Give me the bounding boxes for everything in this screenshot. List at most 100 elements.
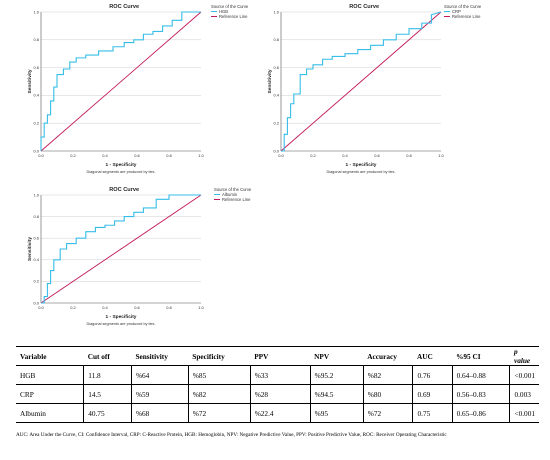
- table-cell: 0.69: [412, 384, 453, 404]
- y-tick-label: 0.8: [273, 37, 279, 42]
- y-tick-label: 0.2: [273, 121, 279, 126]
- x-tick-label: 0.4: [102, 305, 108, 310]
- table-footnote: AUC: Area Under the Curve, CI: Confidenc…: [16, 432, 447, 438]
- y-tick-label: 0.4: [273, 93, 279, 98]
- roc-curve-albumin: [41, 194, 201, 304]
- y-tick-label: 0.0: [273, 148, 279, 153]
- table-cell: Albumin: [16, 403, 85, 423]
- legend-swatch: [211, 16, 217, 17]
- y-tick-label: 0.8: [33, 37, 39, 42]
- x-tick-label: 1.0: [438, 153, 444, 158]
- table-cell: 11.8: [83, 365, 132, 385]
- legend-title: Source of the Curve: [214, 187, 252, 192]
- table-row: CRP 14.5 %59 %82 %28 %94.5 %80 0.69 0.56…: [16, 384, 539, 404]
- legend-item-reference: Reference Line: [211, 14, 248, 19]
- y-axis-label: Sensitivity: [27, 237, 33, 261]
- table-cell: <0.001: [509, 365, 539, 385]
- table-cell: %64: [131, 365, 189, 385]
- legend-title: Source of the Curve: [444, 4, 482, 9]
- chart-note: Diagonal segments are produced by ties.: [86, 322, 155, 326]
- legend-item-reference: Reference Line: [214, 197, 251, 202]
- results-table: Variable Cut off Sensitivity Specificity…: [16, 346, 539, 423]
- table-cell: 0.64–0.88: [452, 365, 511, 385]
- roc-curve-hgb: [40, 11, 201, 151]
- legend-swatch: [214, 194, 220, 195]
- y-tick-label: 0.4: [33, 257, 39, 262]
- table-header-row: Variable Cut off Sensitivity Specificity…: [16, 346, 539, 366]
- y-tick-label: 0.4: [33, 93, 39, 98]
- results-table-wrapper: Variable Cut off Sensitivity Specificity…: [16, 346, 539, 423]
- roc-chart-albumin: ROC Curve 0.0 0.2 0.4 0.6 0.8 1.0 0.0 0.2 0.4 0.6 0…: [27, 187, 205, 326]
- x-axis-label: 1 - Specificity: [106, 162, 137, 168]
- y-axis-label: Sensitivity: [27, 69, 33, 93]
- col-header-auc: AUC: [412, 346, 453, 366]
- legend-label: Reference Line: [222, 197, 251, 202]
- table-cell: 14.5: [83, 384, 132, 404]
- table-cell: 0.75: [412, 403, 453, 423]
- col-header-npv: NPV: [310, 346, 364, 366]
- x-tick-label: 0.2: [70, 305, 76, 310]
- table-row: Albumin 40.75 %68 %72 %22.4 %95 %72 0.75…: [16, 403, 539, 423]
- table-cell: <0.001: [509, 403, 539, 423]
- legend-label: Reference Line: [452, 14, 481, 19]
- table-cell: %22.4: [250, 403, 311, 423]
- chart-title: ROC Curve: [109, 187, 139, 193]
- y-tick-label: 0.0: [33, 300, 39, 305]
- x-tick-label: 0.2: [70, 153, 76, 158]
- table-cell: 40.75: [83, 403, 132, 423]
- y-tick-label: 0.2: [33, 121, 39, 126]
- y-axis-label: Sensitivity: [267, 69, 273, 93]
- x-tick-label: 0.2: [310, 153, 316, 158]
- x-axis-label: 1 - Specificity: [346, 162, 377, 168]
- roc-curve-crp: [281, 11, 442, 152]
- y-tick-label: 0.6: [273, 65, 279, 70]
- y-tick-label: 0.2: [33, 279, 39, 284]
- legend-swatch: [211, 11, 217, 12]
- legend-label: HGB: [219, 9, 229, 14]
- legend-albumin: Source of the Curve Albumin Reference Li…: [214, 187, 251, 202]
- x-tick-label: 0.4: [102, 153, 108, 158]
- x-axis-label: 1 - Specificity: [106, 314, 137, 320]
- table-cell: 0.76: [412, 365, 453, 385]
- legend-swatch: [444, 11, 450, 12]
- chart-note: Diagonal segments are produced by ties.: [86, 170, 155, 174]
- col-header-sensitivity: Sensitivity: [131, 346, 189, 366]
- roc-panel-hgb: ROC Curve 0.0 0.2 0.4 0.6 0.8 1.0 0.0 0.2 0.4 0.6 0…: [27, 0, 218, 180]
- roc-panel-crp: ROC Curve 0.0 0.2 0.4 0.6 0.8 1.0 0.0 0.2 0.4 0.6 0…: [267, 0, 458, 180]
- col-header-variable: Variable: [16, 346, 84, 366]
- table-cell: 0.65–0.86: [452, 403, 511, 423]
- legend-item-hgb: HGB: [211, 9, 248, 14]
- y-tick-label: 0.0: [33, 148, 39, 153]
- table-cell: %28: [250, 384, 311, 404]
- x-tick-label: 0.8: [166, 305, 172, 310]
- legend-crp: Source of the Curve CRP Reference Line: [444, 4, 481, 19]
- table-cell: CRP: [16, 384, 85, 404]
- reference-line: [40, 11, 202, 152]
- x-tick-label: 0.8: [166, 153, 172, 158]
- legend-item-crp: CRP: [444, 9, 481, 14]
- table-cell: 0.56–0.83: [452, 384, 511, 404]
- y-tick-label: 1.0: [33, 9, 39, 14]
- y-tick-label: 0.8: [33, 214, 39, 219]
- col-header-accuracy: Accuracy: [363, 346, 413, 366]
- table-cell: %68: [131, 403, 189, 423]
- table-cell: %95: [310, 403, 364, 423]
- table-row: HGB 11.8 %64 %85 %33 %95.2 %82 0.76 0.64…: [16, 365, 539, 385]
- table-cell: %33: [250, 365, 311, 385]
- x-tick-label: 0.8: [406, 153, 412, 158]
- table-cell: %95.2: [310, 365, 364, 385]
- table-cell: %82: [363, 365, 414, 385]
- col-header-pvalue: p value: [509, 346, 539, 366]
- table-cell: %72: [363, 403, 414, 423]
- legend-label: CRP: [452, 9, 461, 14]
- table-cell: %85: [188, 365, 251, 385]
- legend-label: Reference Line: [219, 14, 248, 19]
- legend-item-reference: Reference Line: [444, 14, 481, 19]
- x-tick-label: 0.0: [38, 305, 44, 310]
- chart-title: ROC Curve: [349, 4, 379, 10]
- x-tick-label: 0.0: [278, 153, 284, 158]
- x-tick-label: 1.0: [198, 153, 204, 158]
- x-tick-label: 0.6: [374, 153, 380, 158]
- reference-line: [280, 11, 442, 152]
- y-tick-label: 1.0: [273, 9, 279, 14]
